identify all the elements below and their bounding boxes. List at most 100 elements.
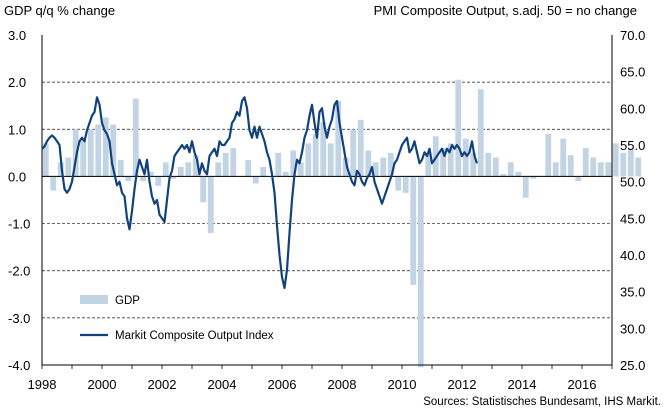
y-left-tick-label: 1.0 xyxy=(8,122,26,137)
gdp-bar xyxy=(425,152,432,177)
gdp-bar xyxy=(275,152,282,177)
gdp-bar xyxy=(342,157,349,177)
gdp-bar xyxy=(410,176,417,285)
gdp-bar xyxy=(575,176,582,182)
gdp-bar xyxy=(185,162,192,177)
gdp-bar xyxy=(552,162,559,177)
gdp-bar xyxy=(372,162,379,177)
gdp-bar xyxy=(395,176,402,191)
gdp-bar xyxy=(192,155,199,177)
gdp-bar xyxy=(260,167,267,177)
gdp-bar xyxy=(57,162,64,177)
gdp-bar xyxy=(515,171,522,177)
gdp-bar xyxy=(612,143,619,177)
legend-gdp-label: GDP xyxy=(115,295,140,307)
gdp-bar xyxy=(530,176,537,179)
gdp-bar xyxy=(620,152,627,177)
y-left-tick-label: -4.0 xyxy=(8,358,30,373)
gdp-bar xyxy=(252,176,259,184)
gdp-bar xyxy=(560,138,567,177)
y-left-tick-label: -3.0 xyxy=(8,311,30,326)
gdp-bar xyxy=(50,176,57,191)
gdp-bar xyxy=(177,167,184,177)
x-tick-label: 2016 xyxy=(568,377,597,392)
y-right-tick-label: 70.0 xyxy=(620,28,645,43)
gdp-bar xyxy=(72,129,79,177)
gdp-bar xyxy=(117,159,124,177)
gdp-bar xyxy=(590,157,597,177)
y-right-tick-label: 55.0 xyxy=(620,138,645,153)
gdp-bar xyxy=(365,150,372,177)
gdp-bar xyxy=(282,171,289,177)
gdp-bar xyxy=(162,162,169,177)
gdp-bar xyxy=(327,143,334,177)
gdp-bar xyxy=(147,171,154,177)
gdp-bar xyxy=(350,129,357,177)
gdp-bar xyxy=(440,148,447,177)
y-right-tick-label: 50.0 xyxy=(620,175,645,190)
x-tick-label: 2008 xyxy=(328,377,357,392)
gdp-bar xyxy=(140,176,147,182)
gdp-bar xyxy=(222,152,229,177)
y-right-tick-label: 45.0 xyxy=(620,211,645,226)
y-left-tick-label: 3.0 xyxy=(8,28,26,43)
y-right-tick-label: 65.0 xyxy=(620,65,645,80)
y-left-tick-label: -2.0 xyxy=(8,264,30,279)
gdp-bar xyxy=(80,138,87,177)
y-left-tick-label: 0.0 xyxy=(8,169,26,184)
legend-gdp-swatch xyxy=(80,295,108,304)
gdp-bar xyxy=(95,124,102,177)
gdp-bar xyxy=(507,162,514,177)
y-right-tick-label: 60.0 xyxy=(620,101,645,116)
gdp-bar xyxy=(387,152,394,177)
gdp-bar xyxy=(582,148,589,177)
y-right-tick-label: 30.0 xyxy=(620,321,645,336)
source-note: Sources: Statistisches Bundesamt, IHS Ma… xyxy=(423,396,661,408)
gdp-bar xyxy=(42,143,49,177)
gdp-bar xyxy=(477,89,484,177)
gdp-bar xyxy=(380,157,387,177)
gdp-bar xyxy=(230,148,237,177)
gdp-bar xyxy=(522,176,529,198)
legend-pmi-label: Markit Composite Output Index xyxy=(115,330,274,342)
gdp-bar xyxy=(207,176,214,233)
gdp-bar xyxy=(470,152,477,177)
gdp-bar xyxy=(312,134,319,177)
x-tick-label: 2006 xyxy=(268,377,297,392)
x-tick-label: 2004 xyxy=(208,377,237,392)
gdp-bar xyxy=(417,176,424,368)
gdp-bar xyxy=(297,162,304,177)
gdp-bar xyxy=(132,98,139,177)
y-right-tick-label: 25.0 xyxy=(620,358,645,373)
gdp-bar xyxy=(462,138,469,177)
gdp-bar xyxy=(155,176,162,186)
gdp-bar xyxy=(605,162,612,177)
gdp-bar xyxy=(215,162,222,177)
pmi-line xyxy=(41,96,479,290)
gdp-bar xyxy=(335,101,342,177)
gdp-bar xyxy=(492,157,499,177)
gdp-bar xyxy=(102,117,109,177)
gdp-bar xyxy=(402,176,409,193)
gdp-bar xyxy=(200,176,207,203)
gdp-bar xyxy=(110,124,117,177)
gdp-bar xyxy=(125,176,132,182)
x-tick-label: 2002 xyxy=(148,377,177,392)
gdp-bar xyxy=(485,152,492,177)
gdp-bar xyxy=(455,79,462,177)
y-right-tick-label: 40.0 xyxy=(620,248,645,263)
gdp-bar xyxy=(170,176,177,179)
y-left-tick-label: -1.0 xyxy=(8,217,30,232)
gdp-bar xyxy=(290,150,297,177)
x-tick-label: 2010 xyxy=(388,377,417,392)
right-axis-title: PMI Composite Output, s.adj. 50 = no cha… xyxy=(373,3,637,18)
gdp-bar xyxy=(597,162,604,177)
gdp-bar xyxy=(245,159,252,177)
gdp-bar xyxy=(357,119,364,177)
gdp-bar xyxy=(447,143,454,177)
x-tick-label: 2012 xyxy=(448,377,477,392)
x-tick-label: 2000 xyxy=(88,377,117,392)
gdp-bar xyxy=(500,174,507,177)
left-axis-title: GDP q/q % change xyxy=(4,3,116,18)
